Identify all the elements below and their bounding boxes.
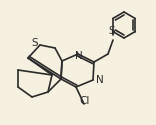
Text: Cl: Cl xyxy=(80,96,90,106)
Text: N: N xyxy=(75,51,83,61)
Text: N: N xyxy=(96,75,104,85)
Text: S: S xyxy=(109,26,115,36)
Text: S: S xyxy=(31,38,38,48)
